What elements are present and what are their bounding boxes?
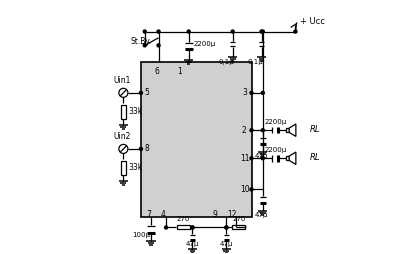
Text: RL: RL — [309, 153, 320, 162]
Text: 270: 270 — [177, 216, 190, 222]
Text: 2: 2 — [242, 126, 247, 135]
Circle shape — [294, 30, 297, 33]
Text: 0,1μ: 0,1μ — [218, 59, 234, 65]
Polygon shape — [289, 152, 296, 164]
Circle shape — [157, 30, 160, 33]
Text: 11: 11 — [240, 154, 250, 163]
Text: 12: 12 — [228, 210, 237, 219]
Circle shape — [231, 30, 234, 33]
Circle shape — [261, 157, 264, 160]
Text: 7: 7 — [146, 210, 151, 219]
Text: 33k: 33k — [129, 107, 143, 116]
Bar — [286, 156, 289, 160]
Circle shape — [119, 144, 128, 153]
Bar — [286, 128, 289, 132]
Circle shape — [143, 44, 146, 47]
Text: 47μ: 47μ — [255, 212, 268, 218]
Circle shape — [250, 157, 253, 160]
Circle shape — [261, 91, 264, 94]
Text: 9: 9 — [212, 210, 218, 219]
Text: 47μ: 47μ — [186, 241, 199, 247]
Bar — [141, 62, 252, 217]
Text: 2200μ: 2200μ — [264, 147, 286, 153]
Text: + Ucc: + Ucc — [300, 18, 325, 26]
Circle shape — [157, 44, 160, 47]
Text: 3: 3 — [242, 88, 247, 97]
Text: 8: 8 — [144, 145, 149, 153]
Circle shape — [225, 226, 228, 229]
Text: 100μ: 100μ — [132, 232, 150, 238]
Text: 270: 270 — [232, 216, 246, 222]
Text: 10: 10 — [240, 185, 250, 194]
Circle shape — [140, 91, 142, 94]
Text: St.By.: St.By. — [131, 37, 152, 46]
Circle shape — [250, 188, 253, 191]
Circle shape — [164, 226, 168, 229]
Circle shape — [261, 129, 264, 132]
Text: 2200μ: 2200μ — [194, 41, 216, 46]
Bar — [232, 226, 246, 230]
Circle shape — [225, 226, 228, 229]
Bar — [121, 161, 126, 175]
Text: RL: RL — [309, 125, 320, 134]
Text: Uin1: Uin1 — [114, 76, 131, 85]
Circle shape — [191, 226, 194, 229]
Text: 47μ: 47μ — [255, 153, 268, 159]
Text: 2200μ: 2200μ — [264, 119, 286, 125]
Circle shape — [143, 30, 146, 33]
Text: 33k: 33k — [129, 163, 143, 172]
Circle shape — [140, 147, 142, 150]
Bar — [177, 226, 190, 230]
Text: Uin2: Uin2 — [114, 132, 131, 141]
Circle shape — [261, 30, 264, 33]
Circle shape — [119, 88, 128, 97]
Circle shape — [187, 30, 190, 33]
Circle shape — [250, 129, 253, 132]
Bar — [121, 105, 126, 119]
Circle shape — [260, 30, 263, 33]
Circle shape — [191, 226, 194, 229]
Text: 5: 5 — [144, 88, 149, 97]
Circle shape — [250, 91, 253, 94]
Polygon shape — [289, 124, 296, 136]
Text: 0,1μ: 0,1μ — [247, 59, 263, 65]
Text: 6: 6 — [155, 67, 160, 76]
Text: 4: 4 — [161, 210, 166, 219]
Text: 1: 1 — [177, 67, 182, 76]
Text: 47μ: 47μ — [220, 241, 233, 247]
